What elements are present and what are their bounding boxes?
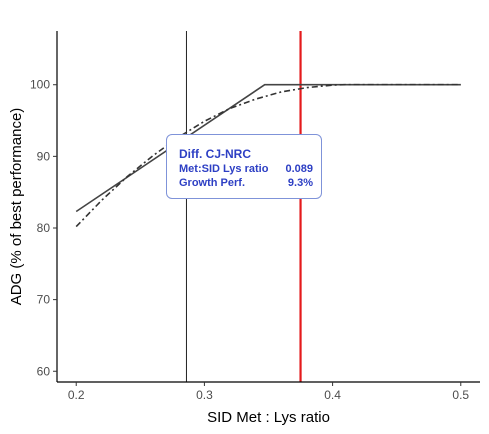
series-lines <box>75 83 461 228</box>
tooltip-box: Diff. CJ-NRC Met:SID Lys ratio 0.089 Gro… <box>166 134 322 199</box>
y-axis-title: ADG (% of best performance) <box>8 108 25 306</box>
x-tick-label: 0.3 <box>196 388 213 402</box>
y-tick-label: 100 <box>30 78 50 92</box>
y-axis-ticks: 60 70 80 90 100 <box>30 78 57 378</box>
x-tick-label: 0.4 <box>324 388 341 402</box>
y-tick-label: 70 <box>37 293 51 307</box>
tooltip-row-label: Growth Perf. <box>179 177 246 189</box>
x-axis-ticks: 0.2 0.3 0.4 0.5 <box>68 382 469 402</box>
y-tick-label: 90 <box>37 149 51 163</box>
reference-lines <box>185 31 302 382</box>
x-tick-label: 0.2 <box>68 388 85 402</box>
solid-series-line <box>75 83 461 213</box>
y-tick-label: 80 <box>37 221 51 235</box>
tooltip-row-label: Met:SID Lys ratio <box>179 163 269 175</box>
tooltip-row: Growth Perf. 9.3% <box>179 176 313 190</box>
tooltip-row-value: 0.089 <box>285 163 313 175</box>
dashed-series-line <box>75 83 461 228</box>
x-axis-title: SID Met : Lys ratio <box>207 409 330 426</box>
y-tick-label: 60 <box>37 364 51 378</box>
tooltip-row-value: 9.3% <box>287 177 313 189</box>
tooltip-title: Diff. CJ-NRC <box>179 147 251 161</box>
x-tick-label: 0.5 <box>452 388 469 402</box>
tooltip-row: Met:SID Lys ratio 0.089 <box>179 162 313 176</box>
